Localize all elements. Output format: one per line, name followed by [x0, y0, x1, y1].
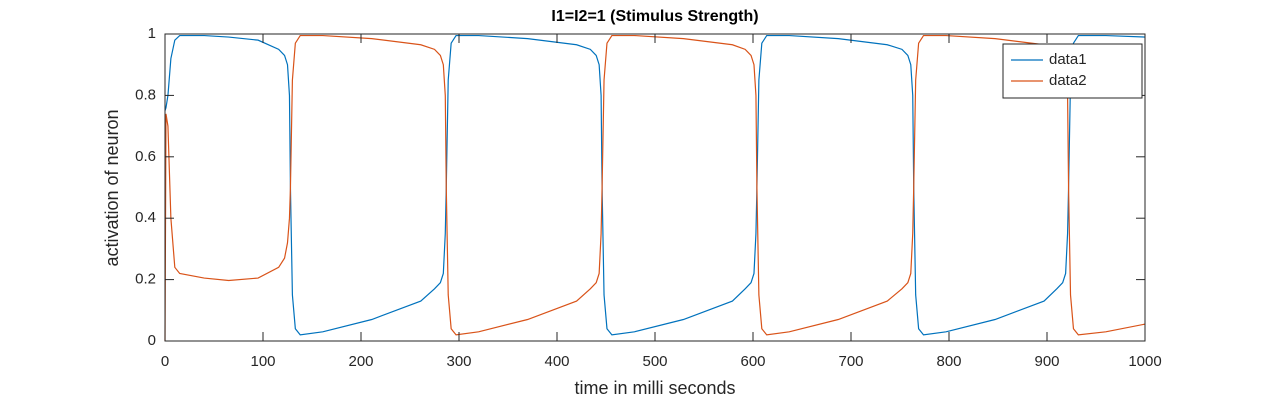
- y-axis-label: activation of neuron: [102, 109, 122, 266]
- x-tick-label: 100: [250, 353, 275, 370]
- x-tick-label: 700: [838, 353, 863, 370]
- x-tick-label: 600: [740, 353, 765, 370]
- x-tick-label: 500: [642, 353, 667, 370]
- chart-title: I1=I2=1 (Stimulus Strength): [551, 8, 758, 25]
- data-line: [164, 34, 1146, 336]
- y-tick-label: 0.8: [135, 86, 156, 103]
- x-tick-label: 900: [1034, 353, 1059, 370]
- x-tick-label: 200: [348, 353, 373, 370]
- legend-label: data1: [1049, 51, 1087, 68]
- x-tick-label: 300: [446, 353, 471, 370]
- x-axis-label: time in milli seconds: [574, 378, 735, 398]
- x-tick-label: 800: [936, 353, 961, 370]
- y-tick-label: 1: [148, 25, 156, 42]
- legend-box: [1002, 43, 1143, 99]
- x-tick-label: 0: [161, 353, 169, 370]
- data-line: [164, 34, 1146, 342]
- y-tick-label: 0: [148, 332, 156, 349]
- y-tick-label: 0.6: [135, 148, 156, 165]
- y-tick-label: 0.4: [135, 209, 156, 226]
- y-tick-label: 0.2: [135, 271, 156, 288]
- x-tick-label: 1000: [1128, 353, 1161, 370]
- x-tick-label: 400: [544, 353, 569, 370]
- legend-label: data2: [1049, 72, 1087, 89]
